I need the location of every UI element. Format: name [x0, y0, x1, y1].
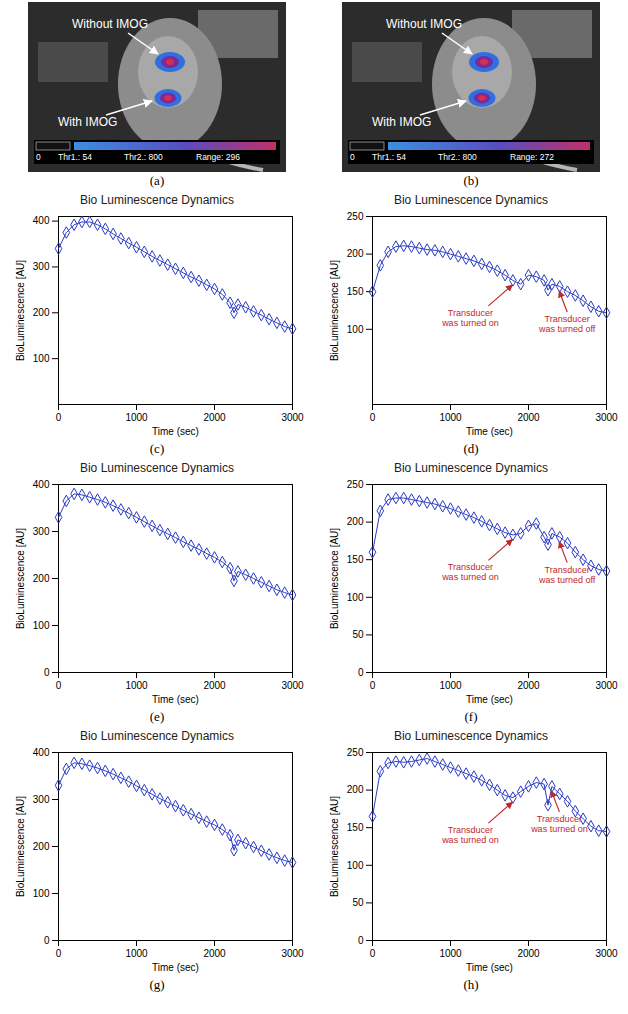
svg-text:300: 300 [33, 794, 50, 805]
html-text:Bio Luminescence Dynamics: Bio Luminescence Dynamics [394, 461, 548, 475]
svg-text:1000: 1000 [439, 680, 462, 691]
svg-text:250: 250 [347, 747, 364, 758]
svg-text:50: 50 [352, 629, 364, 640]
svg-text:300: 300 [33, 261, 50, 272]
html-text:(g): (g) [149, 977, 165, 992]
svg-text:100: 100 [33, 620, 50, 631]
svg-text:150: 150 [347, 286, 364, 297]
html-text:(d): (d) [463, 441, 479, 456]
svg-text:Transducerwas turned on: Transducerwas turned on [441, 825, 499, 845]
svg-text:3000: 3000 [595, 680, 618, 691]
svg-text:2000: 2000 [203, 412, 226, 423]
svg-text:0: 0 [36, 152, 41, 162]
svg-text:400: 400 [33, 479, 50, 490]
svg-text:0: 0 [350, 152, 355, 162]
svg-text:150: 150 [347, 822, 364, 833]
svg-text:200: 200 [33, 307, 50, 318]
svg-text:2000: 2000 [517, 680, 540, 691]
html-text:(h): (h) [463, 977, 479, 992]
svg-text:200: 200 [33, 841, 50, 852]
svg-text:1000: 1000 [125, 680, 148, 691]
svg-text:Transducerwas turned on: Transducerwas turned on [441, 562, 499, 582]
svg-text:2000: 2000 [517, 948, 540, 959]
svg-text:Time (sec): Time (sec) [466, 426, 513, 437]
svg-text:100: 100 [33, 888, 50, 899]
svg-text:With IMOG: With IMOG [372, 115, 431, 129]
svg-text:0: 0 [44, 935, 50, 946]
html-text:(b): (b) [463, 173, 479, 188]
svg-text:1000: 1000 [125, 948, 148, 959]
svg-text:100: 100 [347, 324, 364, 335]
svg-text:1000: 1000 [125, 412, 148, 423]
svg-text:0: 0 [358, 935, 364, 946]
svg-text:3000: 3000 [281, 680, 304, 691]
svg-text:100: 100 [33, 353, 50, 364]
svg-text:0: 0 [56, 680, 62, 691]
svg-text:Thr2.: 800: Thr2.: 800 [124, 152, 163, 162]
svg-text:400: 400 [33, 215, 50, 226]
svg-text:2000: 2000 [203, 680, 226, 691]
html-text:(f): (f) [464, 709, 478, 724]
svg-text:Thr1.: 54: Thr1.: 54 [58, 152, 92, 162]
svg-text:Transducerwas turned off: Transducerwas turned off [538, 565, 596, 585]
svg-text:100: 100 [347, 592, 364, 603]
svg-text:250: 250 [347, 211, 364, 222]
svg-text:Transducerwas turned off: Transducerwas turned off [538, 314, 596, 334]
svg-text:0: 0 [370, 680, 376, 691]
svg-text:Thr2.: 800: Thr2.: 800 [438, 152, 477, 162]
svg-text:300: 300 [33, 526, 50, 537]
svg-text:200: 200 [347, 516, 364, 527]
svg-text:2000: 2000 [517, 412, 540, 423]
svg-text:1000: 1000 [439, 948, 462, 959]
svg-text:3000: 3000 [281, 948, 304, 959]
html-text:Bio Luminescence Dynamics: Bio Luminescence Dynamics [394, 729, 548, 743]
svg-text:Transducerwas turned on: Transducerwas turned on [441, 308, 499, 328]
html-text:Bio Luminescence Dynamics: Bio Luminescence Dynamics [80, 461, 234, 475]
svg-text:BioLuminescence [AU]: BioLuminescence [AU] [15, 528, 26, 629]
svg-text:Thr1.: 54: Thr1.: 54 [372, 152, 406, 162]
svg-text:400: 400 [33, 747, 50, 758]
svg-text:Range: 296: Range: 296 [196, 152, 240, 162]
svg-text:Time (sec): Time (sec) [466, 962, 513, 973]
html-text:Bio Luminescence Dynamics: Bio Luminescence Dynamics [80, 193, 234, 207]
svg-text:100: 100 [347, 860, 364, 871]
svg-text:Time (sec): Time (sec) [152, 962, 199, 973]
svg-text:BioLuminescence [AU]: BioLuminescence [AU] [329, 528, 340, 629]
svg-text:Time (sec): Time (sec) [152, 426, 199, 437]
svg-text:Time (sec): Time (sec) [152, 694, 199, 705]
svg-text:200: 200 [347, 784, 364, 795]
svg-text:0: 0 [358, 667, 364, 678]
svg-text:Without IMOG: Without IMOG [386, 17, 462, 31]
svg-text:Time (sec): Time (sec) [466, 694, 513, 705]
svg-text:BioLuminescence [AU]: BioLuminescence [AU] [15, 796, 26, 897]
svg-text:200: 200 [347, 248, 364, 259]
html-text:(a): (a) [149, 173, 165, 188]
svg-text:0: 0 [56, 948, 62, 959]
html-text:(c): (c) [149, 441, 165, 456]
svg-text:1000: 1000 [439, 412, 462, 423]
svg-text:0: 0 [370, 948, 376, 959]
svg-text:Range: 272: Range: 272 [510, 152, 554, 162]
svg-text:50: 50 [352, 897, 364, 908]
svg-text:Transducerwas turned on: Transducerwas turned on [530, 814, 588, 834]
svg-text:0: 0 [56, 412, 62, 423]
svg-text:BioLuminescence [AU]: BioLuminescence [AU] [15, 260, 26, 361]
svg-text:BioLuminescence [AU]: BioLuminescence [AU] [329, 796, 340, 897]
svg-text:BioLuminescence [AU]: BioLuminescence [AU] [329, 260, 340, 361]
svg-text:0: 0 [370, 412, 376, 423]
svg-text:3000: 3000 [595, 412, 618, 423]
html-text:Bio Luminescence Dynamics: Bio Luminescence Dynamics [80, 729, 234, 743]
svg-text:3000: 3000 [595, 948, 618, 959]
html-text:(e): (e) [149, 709, 165, 724]
svg-text:0: 0 [44, 667, 50, 678]
html-text:Bio Luminescence Dynamics: Bio Luminescence Dynamics [394, 193, 548, 207]
svg-text:2000: 2000 [203, 948, 226, 959]
svg-text:150: 150 [347, 554, 364, 565]
svg-text:Without IMOG: Without IMOG [72, 17, 148, 31]
svg-text:With IMOG: With IMOG [58, 115, 117, 129]
svg-text:250: 250 [347, 479, 364, 490]
svg-text:200: 200 [33, 573, 50, 584]
svg-text:3000: 3000 [281, 412, 304, 423]
